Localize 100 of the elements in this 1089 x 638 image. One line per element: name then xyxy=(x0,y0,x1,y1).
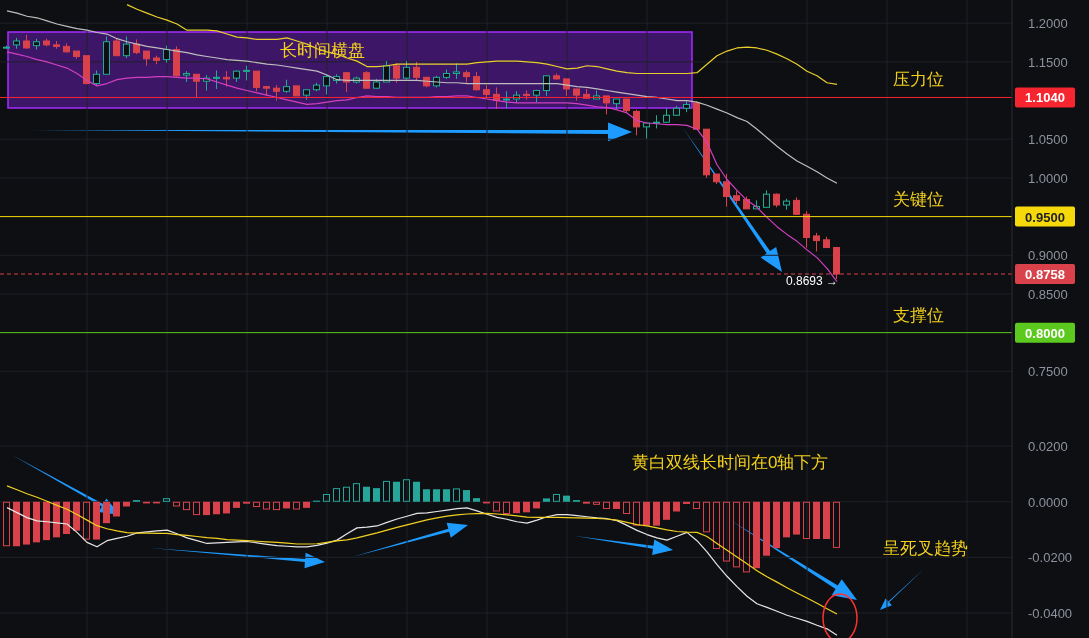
bar xyxy=(493,501,500,512)
y-tick-label: 1.0000 xyxy=(1028,170,1068,186)
bar xyxy=(813,501,820,540)
bar xyxy=(163,498,170,502)
bar xyxy=(673,501,680,512)
bar xyxy=(273,501,280,511)
bar xyxy=(13,501,20,547)
ref-line-label: 压力位 xyxy=(893,70,944,90)
bar xyxy=(383,480,390,502)
bar xyxy=(833,501,840,548)
bar xyxy=(3,501,10,547)
bar xyxy=(223,501,230,514)
bar xyxy=(643,501,650,526)
candlestick xyxy=(383,60,390,83)
bar xyxy=(233,501,240,508)
annotation: 0.8693 → xyxy=(785,274,838,288)
bar xyxy=(73,501,80,531)
candlestick xyxy=(253,70,260,92)
y-tick-label: 1.2000 xyxy=(1028,16,1068,32)
annotation: 黄白双线长时间在0轴下方 xyxy=(632,453,829,472)
bar xyxy=(593,501,600,505)
bar xyxy=(803,501,810,540)
bar xyxy=(113,501,120,517)
bar xyxy=(333,488,340,502)
bar xyxy=(353,483,360,502)
bar xyxy=(393,481,400,502)
bar xyxy=(323,493,330,502)
bar xyxy=(603,501,610,509)
bar xyxy=(343,486,350,502)
bar xyxy=(653,501,660,526)
bar xyxy=(83,501,90,540)
bar xyxy=(613,501,620,509)
line-series xyxy=(6,485,838,615)
bar xyxy=(53,501,60,538)
candlestick xyxy=(603,95,610,115)
bar xyxy=(783,501,790,538)
bar xyxy=(423,489,430,502)
bar xyxy=(763,501,770,556)
y-tick-label: 0.8000 xyxy=(1025,325,1065,341)
y-tick-label: 0.0000 xyxy=(1028,494,1068,510)
candlestick xyxy=(723,173,730,208)
line-series xyxy=(126,4,838,85)
y-tick-label: 0.7500 xyxy=(1028,364,1068,380)
bar xyxy=(183,501,190,511)
bar xyxy=(463,490,470,502)
bar xyxy=(513,501,520,514)
bar xyxy=(823,501,830,540)
bar xyxy=(33,501,40,543)
candlestick xyxy=(633,109,640,136)
bar xyxy=(23,501,30,545)
candlestick xyxy=(123,35,130,59)
bar xyxy=(663,501,670,520)
ref-line-label: 关键位 xyxy=(893,189,944,209)
y-tick-label: 0.9000 xyxy=(1028,248,1068,264)
bar xyxy=(63,501,70,535)
bar xyxy=(443,489,450,502)
bar xyxy=(173,501,180,507)
bar xyxy=(303,501,310,508)
y-tick-label: -0.0200 xyxy=(1028,550,1073,566)
candlestick xyxy=(403,60,410,81)
bar xyxy=(103,501,110,524)
bar xyxy=(563,495,570,502)
text: 呈死叉趋势 xyxy=(883,539,968,558)
y-tick-label: 1.1500 xyxy=(1028,54,1068,70)
bar xyxy=(473,498,480,502)
bar xyxy=(743,501,750,573)
bar xyxy=(793,501,800,535)
bar xyxy=(553,493,560,502)
bar xyxy=(363,486,370,502)
line-series xyxy=(6,10,838,184)
bar xyxy=(43,501,50,541)
candlestick xyxy=(393,62,400,84)
y-tick-label: -0.0400 xyxy=(1028,605,1073,621)
bar xyxy=(713,501,720,550)
bar xyxy=(373,488,380,502)
bar xyxy=(523,501,530,513)
y-tick-label: 1.1040 xyxy=(1025,90,1065,106)
bar xyxy=(433,489,440,502)
candlestick xyxy=(213,69,220,90)
candlestick xyxy=(473,71,480,92)
y-tick-label: 0.8758 xyxy=(1025,267,1065,282)
bar xyxy=(703,501,710,533)
bar xyxy=(723,501,730,562)
bar xyxy=(253,501,260,508)
ref-line-label: 支撑位 xyxy=(893,305,944,325)
candlestick xyxy=(803,210,810,249)
y-tick-label: 0.8500 xyxy=(1028,286,1068,302)
bar xyxy=(203,501,210,516)
bar xyxy=(693,501,700,509)
bar xyxy=(633,501,640,526)
bar xyxy=(403,479,410,502)
bar xyxy=(623,501,630,514)
candlestick xyxy=(413,61,420,81)
bar xyxy=(543,498,550,502)
bar xyxy=(503,501,510,514)
bar xyxy=(93,501,100,540)
bar xyxy=(193,501,200,516)
candlestick xyxy=(813,232,820,252)
bar xyxy=(753,501,760,569)
bar xyxy=(773,501,780,549)
